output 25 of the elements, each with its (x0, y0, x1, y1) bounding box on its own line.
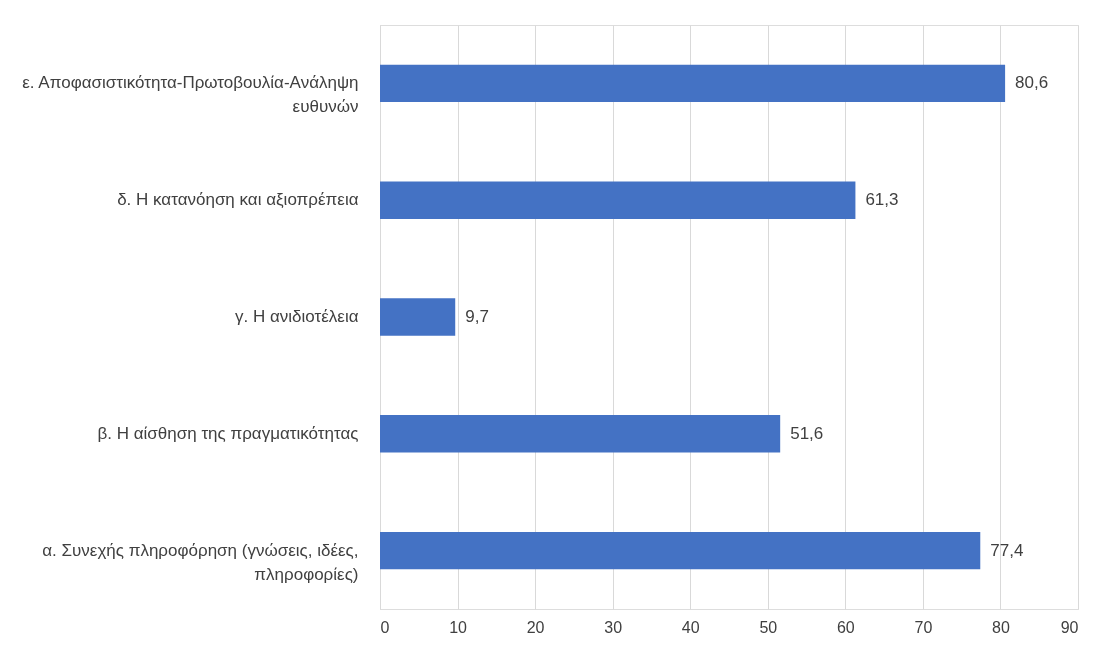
x-tick-label: 40 (681, 618, 700, 636)
data-label: 9,7 (465, 307, 489, 326)
data-label: 80,6 (1015, 73, 1049, 93)
x-tick-label: 0 (380, 618, 390, 636)
x-tick-label: 60 (836, 618, 855, 636)
bar (380, 181, 856, 219)
x-tick-label: 30 (604, 618, 623, 636)
x-tick-label: 50 (759, 618, 778, 636)
data-label: 61,3 (865, 190, 899, 210)
x-tick-label: 90 (1060, 618, 1079, 636)
bar (380, 64, 1006, 103)
y-tick-label: γ. Η ανιδιοτέλεια (235, 307, 359, 326)
x-tick-label: 80 (992, 618, 1010, 636)
y-tick-label: β. Η αίσθηση της πραγματικότητας (97, 423, 359, 443)
y-tick-label: α. Συνεχής πληροφόρηση (γνώσεις, ιδέες, πληροφορίες) (42, 540, 359, 584)
y-tick-label: ε. Αποφασιστικότητα-Πρωτοβουλία-Ανάληψη ευθυνών (22, 73, 359, 117)
data-label: 77,4 (990, 540, 1024, 560)
data-label: 51,6 (790, 423, 824, 443)
y-tick-label: δ. Η κατανόηση και αξιοπρέπεια (117, 190, 359, 210)
bar (380, 415, 781, 453)
x-tick-label: 20 (526, 618, 545, 636)
x-tick-label: 10 (449, 618, 468, 636)
bar (380, 531, 981, 570)
bar (380, 298, 456, 336)
x-tick-label: 70 (914, 618, 933, 636)
